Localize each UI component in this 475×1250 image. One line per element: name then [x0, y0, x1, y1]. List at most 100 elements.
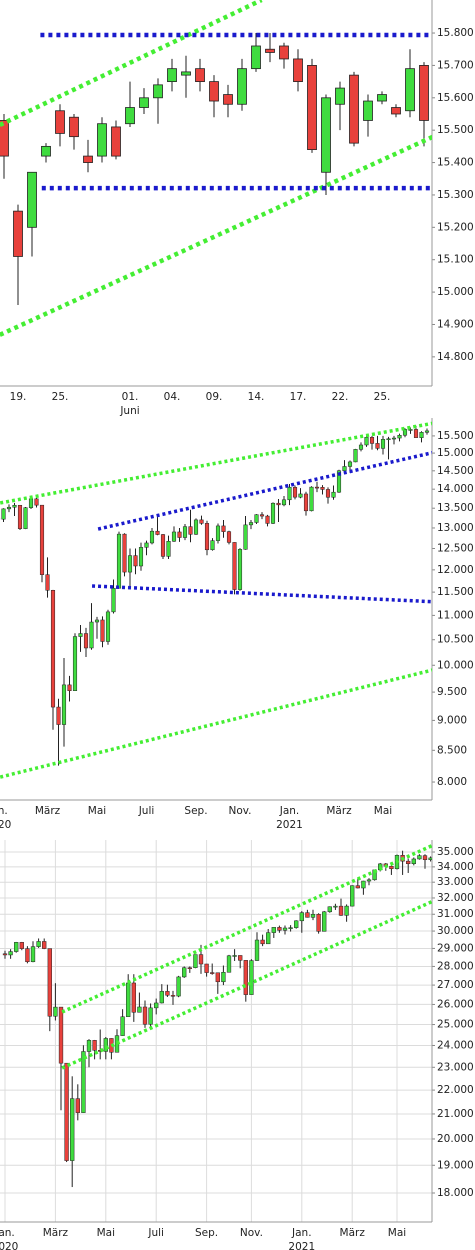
candle-body — [260, 939, 265, 945]
candle-body — [221, 972, 226, 983]
candle-body — [199, 519, 204, 524]
y-tick-label: 27.000 — [437, 979, 474, 991]
candle-body — [47, 948, 52, 1017]
candle-body — [366, 879, 372, 882]
candle-body — [320, 487, 325, 490]
x-tick-sublabel: 2021 — [288, 1241, 315, 1250]
candle-body — [0, 120, 9, 157]
candle-body — [294, 920, 299, 928]
candle-body — [363, 100, 373, 121]
candle-body — [30, 946, 36, 963]
candle-body — [67, 684, 72, 691]
y-tick-label: 11.000 — [437, 609, 474, 621]
y-tick-label: 15.200 — [437, 221, 474, 233]
candle-body — [232, 955, 237, 957]
candle-body — [336, 470, 342, 493]
candle-body — [277, 927, 282, 931]
candle-body — [353, 449, 358, 463]
y-tick-label: 30.000 — [437, 925, 474, 937]
y-tick-label: 14.500 — [437, 465, 474, 477]
y-tick-label: 15.500 — [437, 430, 474, 442]
candle-body — [223, 94, 233, 105]
candle-body — [204, 963, 209, 973]
candle-body — [310, 914, 316, 918]
y-tick-label: 22.000 — [437, 1084, 474, 1096]
candle-body — [13, 210, 23, 257]
y-tick-label: 28.000 — [437, 960, 474, 972]
candle-body — [417, 855, 422, 860]
candle-body — [342, 466, 347, 471]
candle-body — [50, 590, 56, 708]
y-tick-label: 8.500 — [437, 744, 467, 756]
candle-body — [249, 960, 254, 995]
candle-body — [23, 507, 28, 529]
x-tick-label: Nov. — [228, 805, 251, 817]
candle-body — [125, 107, 135, 125]
candle-body — [327, 906, 332, 913]
candle-body — [14, 942, 19, 952]
candle-body — [6, 506, 12, 510]
candle-body — [226, 531, 232, 543]
x-tick-sublabel: 2020 — [0, 819, 11, 831]
candle-body — [347, 461, 353, 467]
candle-body — [338, 905, 344, 916]
candle-body — [94, 619, 100, 623]
candle-body — [251, 45, 261, 70]
y-tick-label: 15.400 — [437, 157, 474, 169]
candle-body — [397, 434, 402, 439]
candle-body — [316, 914, 321, 932]
x-tick-sublabel: Juni — [119, 405, 139, 417]
candle-body — [2, 953, 8, 956]
plot-area — [0, 0, 432, 386]
candle-body — [27, 171, 37, 228]
candle-body — [331, 491, 336, 498]
candle-body — [209, 81, 219, 102]
candle-body — [105, 611, 111, 642]
x-tick-label: 04. — [164, 391, 181, 403]
candle-body — [292, 487, 298, 498]
candle-body — [377, 94, 387, 102]
candle-body — [78, 633, 83, 637]
candle-body — [111, 587, 116, 613]
candle-body — [53, 1006, 58, 1017]
candle-body — [122, 533, 127, 573]
candle-body — [126, 982, 131, 1018]
candle-body — [42, 941, 47, 949]
y-tick-label: 20.000 — [437, 1133, 474, 1145]
candle-body — [72, 636, 78, 691]
candle-body — [232, 542, 237, 590]
y-tick-label: 25.000 — [437, 1019, 474, 1031]
candle-body — [422, 855, 428, 860]
x-tick-label: 09. — [206, 391, 223, 403]
candle-body — [419, 432, 424, 438]
x-tick-label: 25. — [52, 391, 69, 403]
candle-body — [160, 534, 166, 557]
y-tick-label: 13.500 — [437, 502, 474, 514]
candle-body — [19, 942, 24, 949]
candle-body — [8, 951, 13, 956]
candle-body — [25, 948, 30, 963]
candle-body — [103, 1038, 108, 1052]
x-tick-label: Jan. — [0, 1227, 15, 1239]
candle-body — [81, 1051, 86, 1113]
x-tick-label: 01. — [122, 391, 139, 403]
candle-body — [61, 684, 67, 725]
candle-body — [271, 927, 276, 933]
candle-body — [138, 547, 144, 567]
candle-body — [237, 68, 247, 105]
candle-body — [182, 967, 187, 978]
candle-body — [314, 486, 320, 489]
candle-body — [83, 155, 93, 163]
candle-body — [226, 955, 232, 973]
y-tick-label: 35.000 — [437, 846, 474, 858]
candle-body — [419, 65, 429, 121]
candle-body — [405, 68, 415, 112]
candle-body — [188, 526, 193, 535]
candle-body — [349, 74, 359, 144]
candle-body — [215, 972, 220, 983]
candle-body — [92, 1040, 97, 1051]
candle-body — [428, 857, 432, 860]
trend-line — [0, 421, 432, 505]
candle-body — [64, 1062, 69, 1161]
y-tick-label: 15.000 — [437, 286, 474, 298]
